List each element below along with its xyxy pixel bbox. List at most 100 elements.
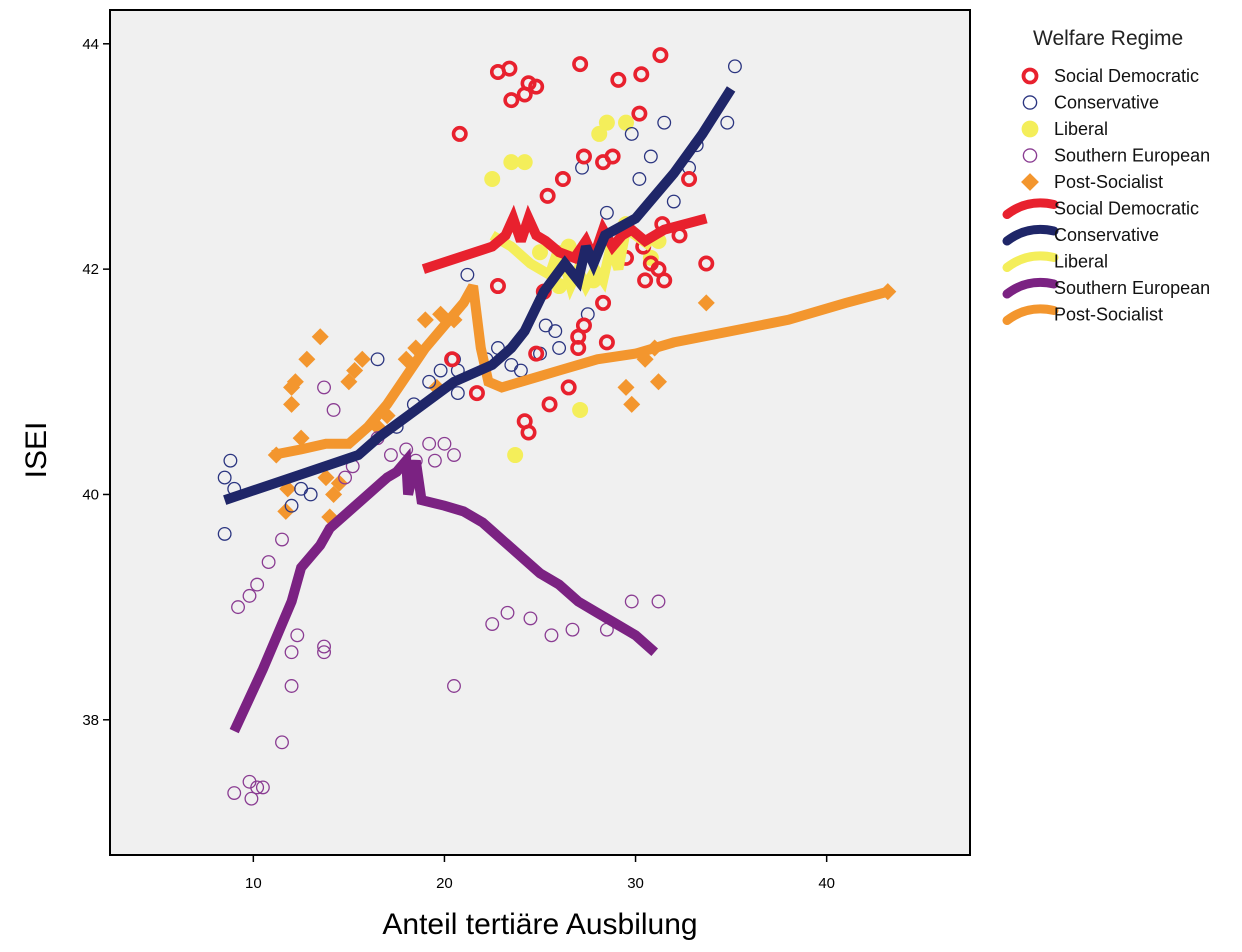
axes: 10 20 30 40 38 40 42 44 [82, 36, 835, 892]
data-point [242, 588, 257, 603]
data-point [250, 780, 265, 795]
data-point [451, 125, 468, 142]
legend-label: Social Democratic [1054, 66, 1199, 86]
data-point [610, 71, 627, 88]
data-point [560, 379, 577, 396]
data-point [244, 791, 259, 806]
legend-label: Southern European [1054, 146, 1210, 166]
data-point [489, 278, 506, 295]
data-point [565, 622, 580, 637]
legend-swatch [1022, 95, 1038, 110]
series-points [484, 114, 667, 464]
data-point [595, 294, 612, 311]
data-point [422, 436, 437, 451]
data-point [520, 75, 537, 92]
data-point [554, 171, 571, 188]
plot-area [109, 9, 971, 856]
data-point [516, 154, 533, 171]
data-point [433, 363, 448, 378]
x-tick-label: 10 [245, 875, 262, 892]
data-point [317, 645, 331, 660]
data-point [698, 255, 715, 272]
data-point [284, 645, 299, 660]
data-point [501, 60, 518, 77]
data-point [697, 294, 715, 312]
legend-swatch [1002, 304, 1059, 325]
data-point [484, 171, 501, 187]
data-point [503, 154, 520, 171]
data-point [727, 59, 742, 74]
data-point [286, 373, 304, 391]
data-point [284, 498, 299, 513]
data-point [541, 396, 558, 413]
data-point [681, 171, 698, 188]
data-point [422, 374, 437, 389]
data-point [255, 780, 270, 795]
data-point [595, 154, 612, 171]
data-point [227, 786, 242, 800]
data-point [290, 628, 305, 643]
data-point [283, 395, 301, 413]
data-point [544, 628, 559, 643]
data-point [528, 345, 545, 362]
data-point [666, 194, 681, 209]
data-point [353, 350, 371, 368]
fit-lines [223, 86, 890, 734]
data-point [617, 378, 635, 396]
data-point [427, 453, 442, 468]
data-point [643, 149, 658, 164]
data-point [548, 324, 563, 339]
fit-line [229, 447, 659, 734]
data-point [217, 470, 232, 485]
legend: Welfare Regime Social Democratic Conserva… [1002, 27, 1210, 325]
data-point [223, 453, 238, 468]
legend-label: Social Democratic [1054, 199, 1199, 219]
data-point [416, 311, 434, 329]
data-point [503, 92, 520, 109]
y-tick-label: 38 [82, 712, 99, 729]
data-point [652, 47, 669, 64]
data-point [444, 351, 461, 368]
data-point [572, 56, 589, 73]
data-point [642, 255, 659, 272]
data-point [292, 429, 310, 447]
data-point [468, 385, 485, 402]
fit-line [223, 86, 736, 505]
x-axis-title: Anteil tertiäre Ausbilung [382, 908, 697, 941]
data-point [303, 487, 318, 502]
legend-title: Welfare Regime [1033, 27, 1183, 50]
y-axis-title: ISEI [20, 422, 53, 479]
x-tick-label: 30 [627, 875, 644, 892]
fit-line [489, 221, 654, 301]
data-point [572, 401, 589, 418]
data-point [599, 205, 614, 220]
data-point [598, 114, 615, 131]
data-point [575, 317, 592, 334]
data-point [317, 380, 331, 395]
data-point [507, 447, 524, 464]
legend-swatch [1021, 173, 1039, 191]
data-point [330, 474, 348, 492]
data-point [217, 526, 232, 541]
data-point [284, 679, 299, 693]
data-points [217, 47, 897, 806]
data-point [346, 362, 364, 380]
data-point [311, 328, 329, 346]
legend-label: Liberal [1054, 252, 1108, 272]
legend-label: Conservative [1054, 93, 1159, 113]
data-point [598, 334, 615, 351]
data-point [523, 611, 538, 626]
data-point [657, 115, 672, 130]
data-point [317, 639, 331, 654]
data-point [250, 577, 265, 592]
legend-swatch [1002, 277, 1059, 299]
x-tick-label: 40 [818, 875, 835, 892]
y-tick-label: 40 [82, 486, 99, 503]
data-point [637, 272, 654, 289]
data-point [460, 267, 475, 282]
data-point [651, 594, 666, 609]
data-point [649, 373, 667, 391]
data-point [631, 105, 648, 122]
data-point [570, 339, 587, 356]
